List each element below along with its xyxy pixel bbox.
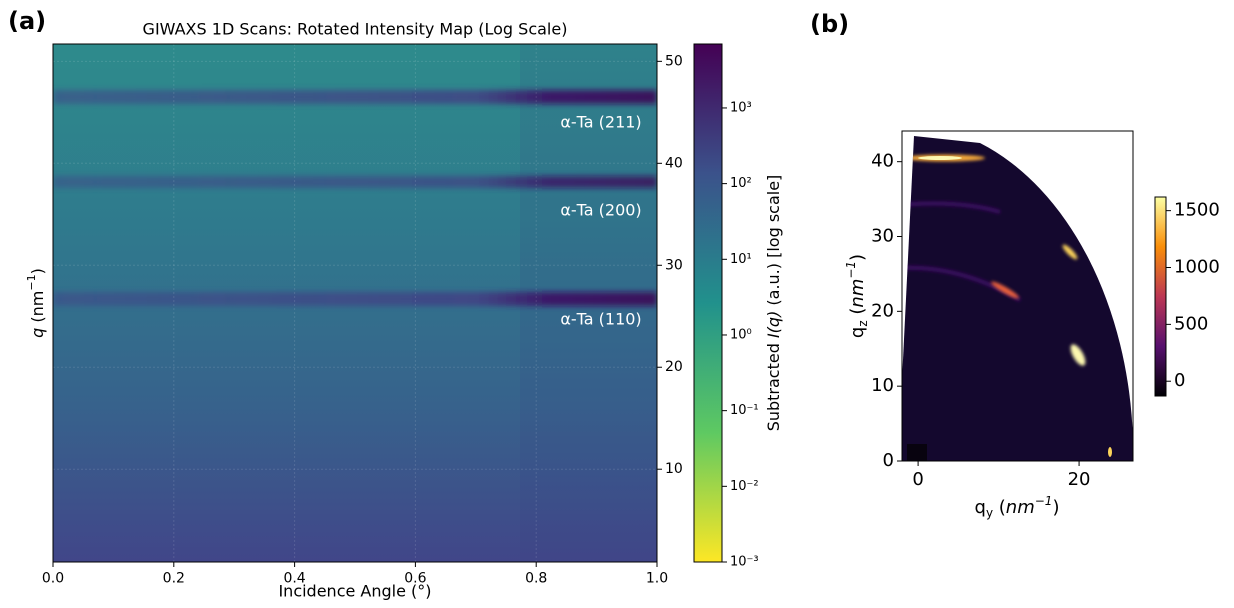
colorbar-tick-label: 10² bbox=[730, 176, 752, 191]
x-tick-label: 1.0 bbox=[646, 570, 668, 586]
colorbar-tick-label: 500 bbox=[1174, 313, 1208, 334]
y-axis-label: qz (nm−1) bbox=[844, 254, 870, 338]
y-tick-label: 20 bbox=[871, 300, 894, 321]
y-tick-label: 0 bbox=[883, 450, 894, 471]
y-tick-label: 30 bbox=[665, 257, 683, 273]
colorbar-tick-label: 10³ bbox=[730, 100, 752, 115]
x-axis-label: Incidence Angle (°) bbox=[278, 582, 431, 601]
x-tick-label: 0 bbox=[912, 469, 923, 490]
x-tick-label: 0.4 bbox=[283, 570, 305, 586]
x-tick-label: 0.2 bbox=[163, 570, 185, 586]
colorbar-tick-label: 1000 bbox=[1174, 257, 1220, 278]
y-tick-label: 10 bbox=[665, 461, 683, 477]
y-tick-label: 40 bbox=[665, 155, 683, 171]
x-tick-label: 20 bbox=[1068, 469, 1091, 490]
y-axis-label: q (nm−1) bbox=[25, 268, 47, 338]
chart-title: GIWAXS 1D Scans: Rotated Intensity Map (… bbox=[143, 20, 568, 39]
giwaxs-image bbox=[902, 136, 1133, 461]
colorbar bbox=[1154, 196, 1167, 397]
colorbar-tick-label: 0 bbox=[1174, 370, 1185, 391]
y-tick-label: 30 bbox=[871, 226, 894, 247]
panel-label: (b) bbox=[810, 10, 849, 38]
y-tick-label: 50 bbox=[665, 53, 683, 69]
annotation: α-Ta (110) bbox=[560, 310, 641, 329]
plot-frame bbox=[52, 43, 658, 563]
colorbar-label: Subtracted I(q) (a.u.) [log scale] bbox=[764, 175, 783, 432]
colorbar-tick-label: 10¹ bbox=[730, 252, 752, 267]
x-axis-label: qy (nm−1) bbox=[975, 494, 1060, 520]
colorbar-tick-label: 1500 bbox=[1174, 200, 1220, 221]
x-tick-label: 0.8 bbox=[525, 570, 547, 586]
plot-frame bbox=[901, 130, 1134, 462]
x-tick-label: 0.0 bbox=[42, 570, 64, 586]
colorbar-tick-label: 10⁻³ bbox=[730, 555, 759, 570]
colorbar-tick-label: 10⁻¹ bbox=[730, 403, 759, 418]
y-tick-label: 20 bbox=[665, 359, 683, 375]
x-tick-label: 0.6 bbox=[404, 570, 426, 586]
annotation: α-Ta (200) bbox=[560, 201, 641, 220]
colorbar-tick-label: 10⁻² bbox=[730, 479, 759, 494]
heatmap-image bbox=[53, 44, 657, 562]
y-tick-label: 10 bbox=[871, 375, 894, 396]
colorbar bbox=[693, 43, 723, 563]
annotation: α-Ta (211) bbox=[560, 113, 641, 132]
panel-label: (a) bbox=[8, 7, 46, 35]
y-tick-label: 40 bbox=[871, 151, 894, 172]
colorbar-tick-label: 10⁰ bbox=[730, 327, 752, 342]
